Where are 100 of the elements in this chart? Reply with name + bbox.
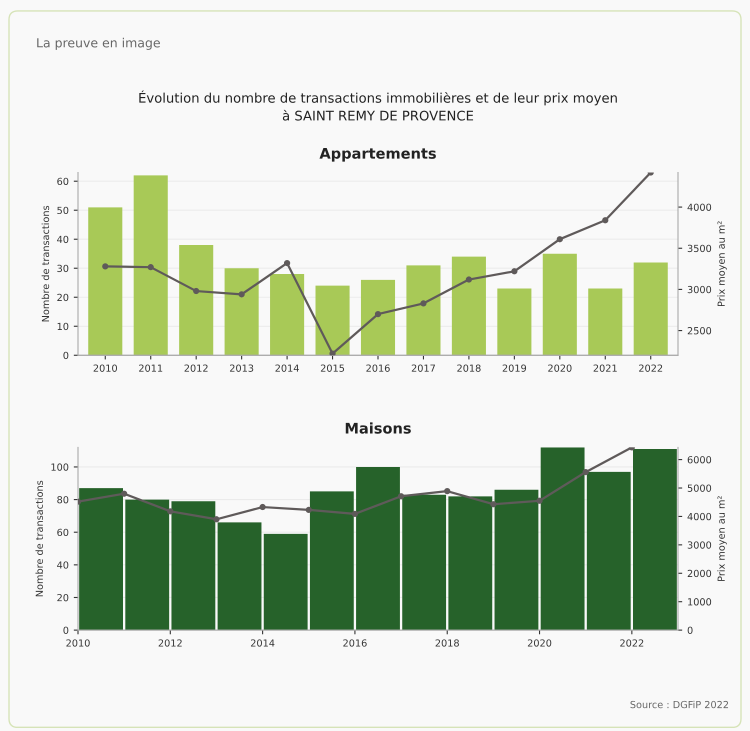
x-tick-label: 2012: [158, 639, 182, 647]
point: [536, 498, 543, 504]
point: [121, 490, 128, 497]
x-tick-label: 2018: [436, 639, 459, 647]
y-tick-label: 80: [57, 496, 68, 504]
bar: [134, 175, 168, 356]
bar: [360, 280, 396, 356]
y2-tick-label: 4000: [688, 512, 712, 520]
y-tick-label: 20: [57, 294, 68, 302]
point: [102, 263, 108, 270]
y2-tick-label: 3500: [688, 244, 712, 252]
bar: [633, 449, 677, 630]
y2-tick-label: 2500: [688, 327, 712, 334]
x-tick-label: 2020: [548, 364, 572, 372]
point: [490, 501, 497, 508]
point: [398, 493, 404, 500]
bar: [540, 447, 585, 630]
y2-tick-label: 3000: [688, 286, 712, 294]
y-tick-label: 40: [57, 236, 68, 244]
x-tick-label: 2018: [457, 364, 481, 372]
bar: [316, 286, 350, 356]
x-tick-label: 2021: [594, 364, 617, 372]
y2-axis-title: Prix moyen au m²: [717, 221, 727, 306]
x-tick-label: 2010: [94, 364, 117, 372]
y2-tick-label: 0: [688, 626, 693, 634]
x-tick-label: 2016: [366, 364, 390, 372]
y-tick-label: 10: [58, 322, 68, 330]
bar: [264, 534, 308, 630]
x-tick-label: 2013: [230, 364, 254, 372]
text: La preuve en image: [37, 38, 160, 50]
x-tick-label: 2010: [66, 639, 90, 647]
x-tick-label: 2011: [139, 364, 162, 372]
point: [556, 236, 563, 242]
point: [420, 300, 427, 307]
bar: [88, 207, 122, 356]
y-tick-label: 20: [57, 594, 68, 602]
x-tick-label: 2014: [275, 364, 299, 372]
chart-title: Maisons: [346, 422, 411, 434]
bar: [494, 490, 538, 630]
bar: [588, 288, 622, 356]
bar: [542, 254, 577, 356]
bar: [402, 494, 446, 630]
x-tick-label: 2015: [320, 364, 344, 372]
y-tick-label: 60: [57, 528, 68, 536]
point: [238, 291, 245, 298]
x-tick-label: 2022: [639, 364, 662, 372]
bar: [497, 288, 532, 356]
point: [259, 504, 266, 510]
bar: [634, 262, 668, 356]
bar: [310, 491, 354, 630]
point: [193, 288, 200, 294]
y-axis-title: Nombre de transactions: [35, 480, 43, 596]
y2-tick-label: 3000: [688, 541, 712, 549]
x-tick-label: 2012: [184, 364, 208, 372]
point: [582, 468, 589, 476]
bar: [125, 500, 170, 630]
x-tick-label: 2017: [412, 364, 435, 372]
bar: [586, 472, 631, 630]
point: [444, 488, 450, 494]
point: [284, 260, 290, 266]
point: [511, 268, 518, 274]
bar: [79, 488, 123, 630]
chart-subtitle: Appartements: [319, 148, 436, 162]
point: [213, 516, 220, 522]
y-axis-title: Nombre de transactions: [42, 206, 50, 322]
bar: [218, 522, 262, 630]
point: [329, 350, 336, 356]
x-tick-label: 2016: [343, 639, 367, 647]
bar: [224, 268, 259, 356]
bar: [448, 496, 492, 630]
x-tick-label: 2014: [250, 639, 274, 647]
source-note: Source : DGFiP 2022: [630, 700, 728, 708]
y-tick-label: 50: [57, 206, 68, 214]
x-tick-label: 2020: [528, 639, 552, 647]
y-tick-label: 100: [51, 463, 68, 471]
point: [374, 310, 382, 318]
y-tick-label: 60: [57, 178, 68, 186]
point: [306, 506, 312, 514]
bar: [179, 245, 214, 356]
bar: [452, 256, 486, 356]
bar: [171, 501, 216, 630]
y-tick-label: 0: [63, 352, 68, 360]
point: [148, 264, 154, 270]
chart-title: Évolution du nombre de transactions immobilières et de leur prix moyen à SAINT REMY DE PROVENCE: [139, 90, 617, 121]
y2-tick-label: 1000: [688, 598, 712, 606]
y-tick-label: 30: [57, 264, 68, 272]
point: [466, 276, 472, 283]
y-tick-label: 40: [57, 561, 68, 569]
point: [602, 217, 608, 224]
point: [167, 508, 174, 514]
bar: [406, 265, 440, 356]
x-tick-label: 2022: [620, 639, 644, 647]
y2-axis-title: Prix moyen au m²: [717, 496, 727, 581]
x-tick-label: 2019: [502, 364, 526, 372]
y2-tick-label: 6000: [688, 456, 712, 464]
bar: [270, 274, 304, 356]
bar: [356, 466, 400, 630]
y2-tick-label: 5000: [688, 484, 712, 492]
y-tick-label: 0: [63, 626, 68, 634]
point: [352, 510, 358, 518]
